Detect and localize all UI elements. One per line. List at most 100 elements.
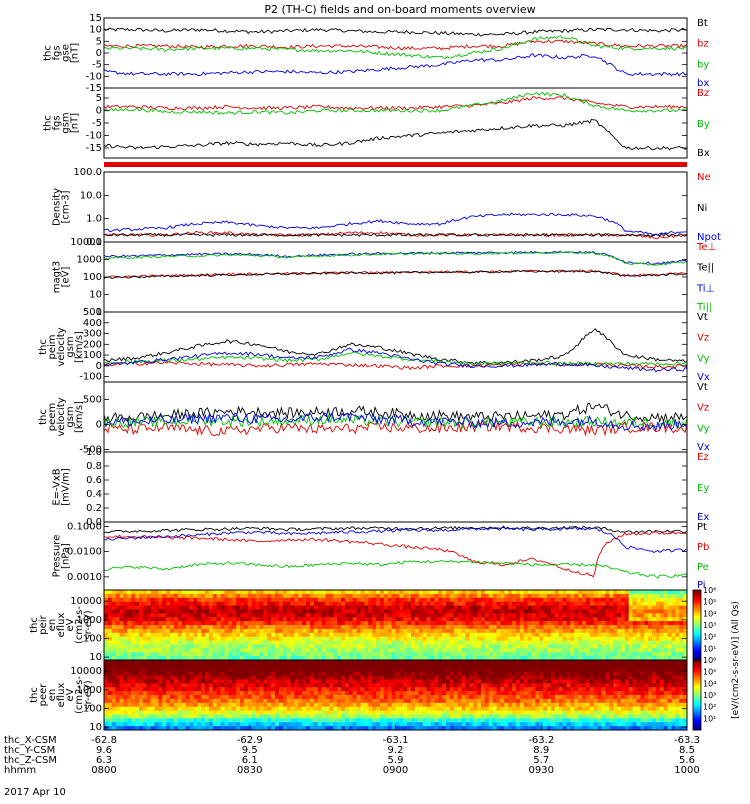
heatmap-cell xyxy=(426,718,431,723)
heatmap-cell xyxy=(519,679,525,684)
heatmap-cell xyxy=(566,609,571,614)
heatmap-cell xyxy=(263,660,268,665)
heatmap-cell xyxy=(372,640,377,645)
heatmap-cell xyxy=(321,667,327,673)
heatmap-cell xyxy=(543,722,548,727)
heatmap-cell xyxy=(232,679,237,684)
heatmap-cell xyxy=(613,632,618,638)
heatmap-cell xyxy=(574,632,579,638)
heatmap-cell xyxy=(512,628,517,634)
heatmap-cell xyxy=(492,718,498,723)
heatmap-cell xyxy=(189,702,194,708)
heatmap-cell xyxy=(465,702,470,708)
heatmap-cell xyxy=(348,683,354,688)
heatmap-cell xyxy=(115,710,121,715)
heatmap-cell xyxy=(620,590,626,595)
colorbar-step xyxy=(693,618,701,621)
heatmap-cell xyxy=(282,593,288,599)
heatmap-cell xyxy=(212,613,218,618)
heatmap-cell xyxy=(150,718,155,723)
heatmap-cell xyxy=(294,702,299,708)
heatmap-cell xyxy=(368,652,373,657)
heatmap-cell xyxy=(628,605,634,610)
heatmap-cell xyxy=(368,625,373,630)
heatmap-cell xyxy=(667,590,672,595)
heatmap-cell xyxy=(259,617,264,622)
heatmap-cell xyxy=(434,710,439,715)
heatmap-cell xyxy=(111,628,117,634)
heatmap-cell xyxy=(411,683,416,688)
heatmap-cell xyxy=(115,722,121,727)
heatmap-cell xyxy=(212,718,218,723)
heatmap-cell xyxy=(240,683,245,688)
heatmap-cell xyxy=(259,621,264,626)
heatmap-cell xyxy=(488,671,494,677)
heatmap-cell xyxy=(675,644,680,649)
heatmap-cell xyxy=(306,710,311,715)
heatmap-cell xyxy=(259,679,264,684)
heatmap-cell xyxy=(259,675,264,680)
heatmap-cell xyxy=(294,675,299,680)
heatmap-cell xyxy=(236,683,241,688)
heatmap-cell xyxy=(154,722,159,727)
heatmap-cell xyxy=(516,609,521,614)
heatmap-cell xyxy=(189,691,194,696)
heatmap-cell xyxy=(516,675,521,680)
heatmap-cell xyxy=(368,706,373,712)
heatmap-cell xyxy=(551,663,556,669)
heatmap-cell xyxy=(294,644,299,649)
heatmap-cell xyxy=(504,617,509,622)
heatmap-cell xyxy=(170,593,175,599)
heatmap-cell xyxy=(255,593,260,599)
colorbar-step xyxy=(693,655,701,659)
heatmap-cell xyxy=(243,691,249,696)
heatmap-cell xyxy=(457,714,463,719)
heatmap-cell xyxy=(294,671,299,677)
heatmap-cell xyxy=(539,714,544,719)
heatmap-cell xyxy=(189,632,194,638)
heatmap-cell xyxy=(197,726,202,731)
heatmap-cell xyxy=(659,628,665,634)
heatmap-cell xyxy=(146,609,152,614)
heatmap-cell xyxy=(547,597,552,603)
heatmap-cell xyxy=(236,621,241,626)
heatmap-cell xyxy=(446,667,451,673)
panel-peer_en_eflux: 10¹10²10³10⁴10⁵10⁶10000100010010thcpeere… xyxy=(29,656,716,733)
heatmap-cell xyxy=(154,648,159,653)
heatmap-cell xyxy=(111,648,117,653)
heatmap-cell xyxy=(275,609,280,614)
heatmap-cell xyxy=(123,621,128,626)
heatmap-cell xyxy=(341,726,346,731)
heatmap-cell xyxy=(667,605,672,610)
heatmap-cell xyxy=(492,710,498,715)
heatmap-cell xyxy=(251,590,257,595)
heatmap-cell xyxy=(477,683,482,688)
heatmap-cell xyxy=(216,628,222,634)
heatmap-cell xyxy=(232,605,237,610)
heatmap-cell xyxy=(150,722,155,727)
heatmap-cell xyxy=(146,590,152,595)
heatmap-cell xyxy=(422,652,428,657)
heatmap-cell xyxy=(197,613,202,618)
heatmap-cell xyxy=(566,652,571,657)
heatmap-cell xyxy=(523,644,529,649)
heatmap-cell xyxy=(302,613,307,618)
y-tick-label: 10000 xyxy=(70,596,102,607)
heatmap-cell xyxy=(104,601,109,607)
heatmap-cell xyxy=(154,710,159,715)
heatmap-cell xyxy=(570,628,575,634)
heatmap-cell xyxy=(142,648,148,653)
heatmap-cell xyxy=(240,722,245,727)
colorbar-step xyxy=(693,639,701,642)
heatmap-cell xyxy=(267,702,272,708)
heatmap-cell xyxy=(321,628,327,634)
heatmap-cell xyxy=(426,679,431,684)
heatmap-cell xyxy=(547,621,552,626)
heatmap-cell xyxy=(426,652,431,657)
heatmap-cell xyxy=(333,652,338,657)
heatmap-cell xyxy=(667,656,672,661)
heatmap-cell xyxy=(605,625,610,630)
y-tick-label: 5 xyxy=(96,93,102,104)
heatmap-cell xyxy=(104,722,109,727)
